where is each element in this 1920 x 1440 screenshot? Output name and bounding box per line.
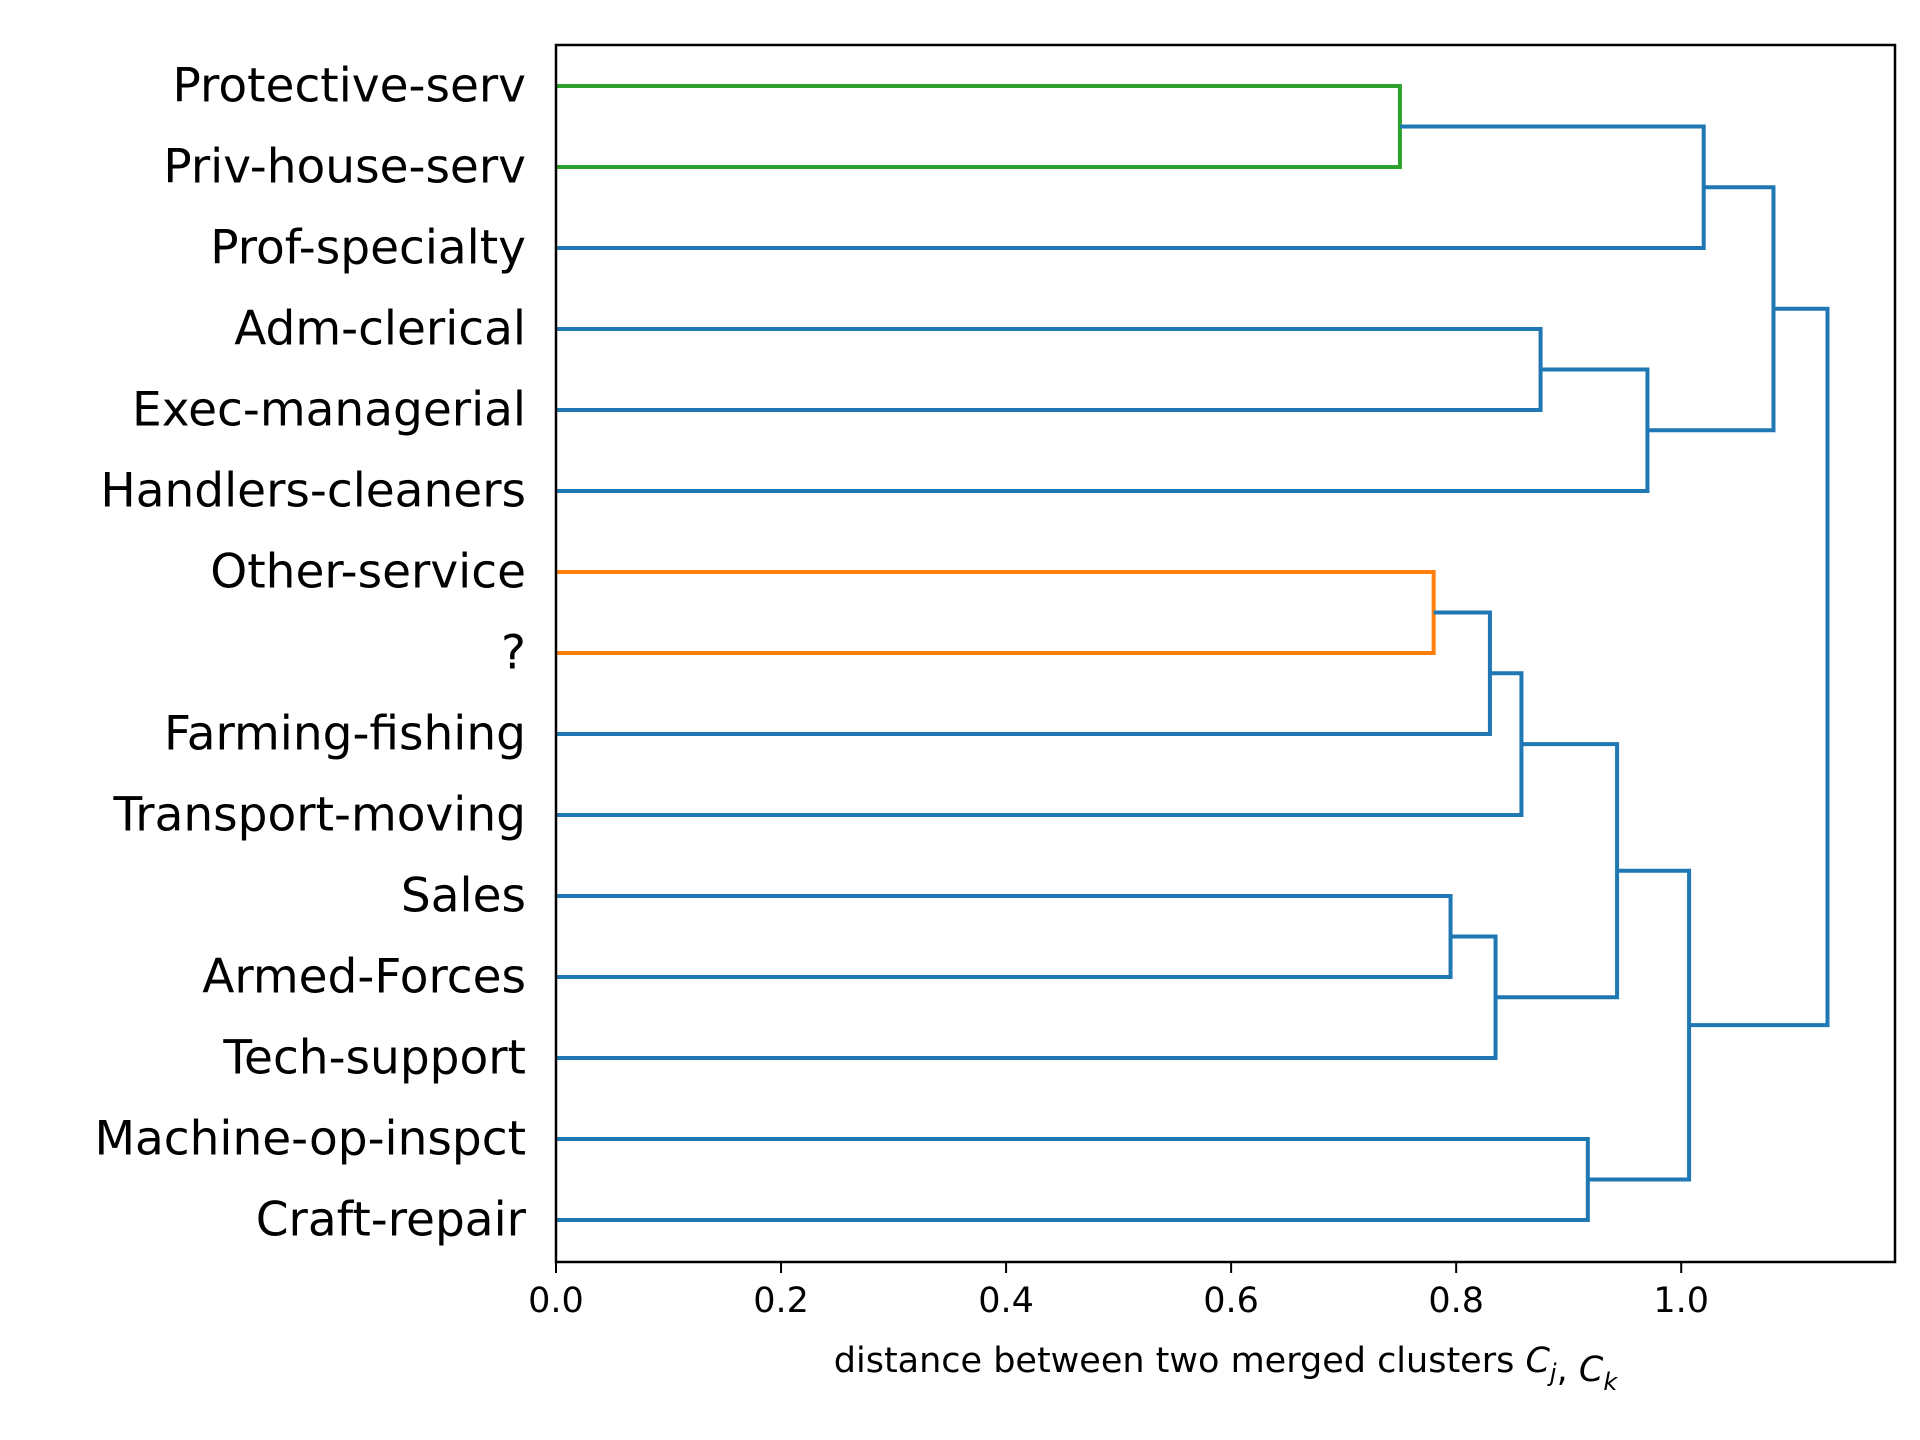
leaf-label: Adm-clerical [234,302,526,357]
merge-link [1495,742,1620,1000]
leaf-label: Other-service [210,545,526,600]
plot-frame [554,43,1897,1264]
leaf-label: Exec-managerial [132,383,526,438]
merge-link [556,327,1543,412]
x-axis-ticks: 0.0 0.2 0.4 0.6 0.8 1.0 [528,1262,1709,1321]
leaf-label: Armed-Forces [202,950,526,1005]
leaf-label: ? [501,626,526,681]
merge-link [556,610,1492,736]
x-tick-label: 0.0 [528,1281,584,1321]
leaf-label: Tech-support [222,1031,526,1086]
x-tick-label: 0.6 [1203,1281,1259,1321]
leaf-label: Handlers-cleaners [100,464,526,519]
leaf-label: Priv-house-serv [163,140,526,195]
merge-link [556,570,1436,655]
merge-link [556,671,1524,817]
leaf-label: Transport-moving [112,788,526,843]
dendrogram-links [556,84,1830,1222]
merge-link [556,367,1650,493]
x-tick-label: 0.2 [753,1281,809,1321]
merge-link [556,124,1706,250]
merge-link [556,1137,1590,1222]
merge-link [556,894,1453,979]
leaf-label: Sales [401,869,526,924]
x-axis-label: distance between two merged clusters Cj,… [834,1341,1619,1396]
merge-link [1689,306,1830,1028]
leaf-label: Craft-repair [256,1193,527,1248]
merge-link [556,84,1402,169]
leaf-labels: Protective-serv Priv-house-serv Prof-speci… [94,59,526,1248]
leaf-label: Machine-op-inspct [94,1112,526,1167]
leaf-label: Farming-fishing [164,707,526,762]
merge-link [556,934,1498,1060]
x-tick-label: 1.0 [1653,1281,1709,1321]
merge-link [1587,868,1692,1182]
leaf-label: Protective-serv [173,59,526,114]
x-tick-label: 0.8 [1428,1281,1484,1321]
merge-link [1647,185,1776,433]
leaf-label: Prof-specialty [210,221,526,276]
x-tick-label: 0.4 [978,1281,1034,1321]
